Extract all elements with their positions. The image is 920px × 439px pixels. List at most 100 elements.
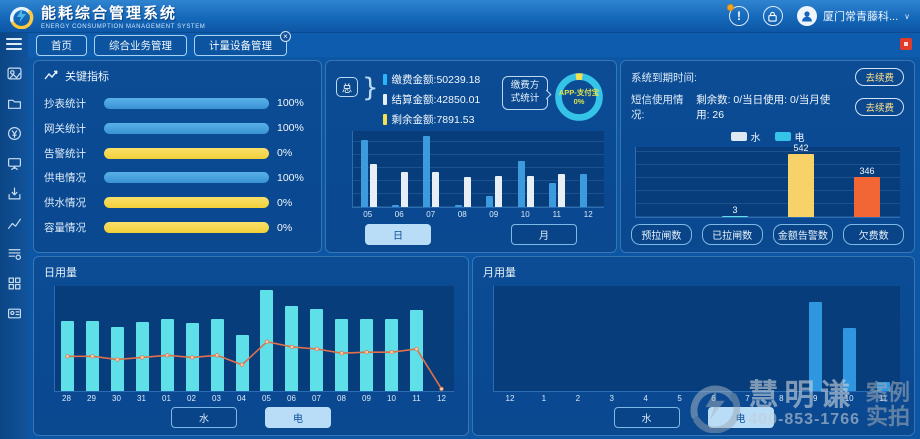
count-button-金额告警数[interactable]: 金额告警数 — [772, 224, 834, 245]
stat-marker — [382, 94, 387, 105]
lock-icon[interactable] — [762, 6, 783, 26]
count-button-已拉闸数[interactable]: 已拉闸数 — [701, 224, 763, 245]
legend-水[interactable]: 水 — [730, 129, 761, 144]
panel-title: 日用量 — [44, 267, 77, 279]
renew-button-1[interactable]: 去续费 — [855, 68, 904, 86]
indicator-label: 网关统计 — [44, 122, 86, 135]
x-tick: 08 — [337, 394, 346, 403]
app-title: 能耗综合管理系统 — [41, 5, 178, 22]
bar-slot-6 — [697, 286, 731, 391]
monthly-bar — [876, 381, 890, 391]
tab-综合业务管理[interactable]: 综合业务管理 — [94, 34, 187, 56]
bar-slot-8 — [765, 286, 799, 391]
tab-首页[interactable]: 首页 — [36, 34, 87, 56]
x-tick: 12 — [583, 210, 593, 219]
payment-bar-chart — [352, 131, 604, 208]
notification-icon[interactable]: ! — [726, 4, 749, 26]
x-tick: 09 — [362, 394, 371, 403]
x-tick: 11 — [412, 394, 421, 403]
donut-center-line2: 0% — [573, 97, 585, 106]
payment-method-donut: APP-支付宝 0% — [552, 70, 606, 124]
month-toggle-button[interactable]: 月 — [511, 224, 577, 245]
bar-缴费 — [486, 195, 494, 207]
x-tick: 09 — [489, 210, 499, 219]
tab-计量设备管理[interactable]: 计量设备管理 × — [194, 30, 291, 56]
donut-center-line1: APP-支付宝 — [558, 87, 600, 97]
legend-电[interactable]: 电 — [774, 129, 805, 144]
user-menu[interactable]: 厦门常青藤科... ∨ — [796, 6, 910, 26]
x-tick: 07 — [312, 394, 321, 403]
monitor-card-icon[interactable] — [6, 66, 22, 81]
stat-text: 结算金额:42850.01 — [391, 94, 481, 106]
bar-缴费 — [548, 183, 556, 207]
bar-slot-金额告警数: 542 — [768, 143, 834, 217]
indicator-label: 告警统计 — [44, 147, 86, 160]
bar-缴费 — [360, 140, 368, 207]
avatar — [796, 6, 817, 26]
bar-slot-欠费数: 346 — [834, 147, 900, 217]
monthly-bar — [842, 328, 856, 391]
x-tick: 3 — [609, 394, 614, 403]
bar-结算 — [557, 173, 565, 207]
bar-欠费数: 346 — [854, 166, 880, 217]
count-button-欠费数[interactable]: 欠费数 — [843, 224, 904, 245]
download-tray-icon[interactable] — [7, 186, 22, 201]
legend-label: 电 — [794, 133, 805, 144]
indicator-bar — [104, 147, 269, 159]
bar-已拉闸数: 3 — [722, 205, 748, 217]
electric-toggle-button[interactable]: 电 — [707, 407, 774, 428]
x-tick: 12 — [505, 394, 515, 403]
bar-slot-预拉闸数 — [636, 147, 702, 217]
bar-value-label: 346 — [859, 165, 875, 176]
tab-label: 首页 — [51, 39, 72, 52]
x-tick: 6 — [711, 394, 716, 403]
bar-slot-5 — [663, 286, 697, 391]
x-tick: 1 — [541, 394, 547, 403]
bar-slot-1 — [528, 286, 562, 391]
presentation-icon[interactable] — [7, 156, 22, 171]
bar-slot-7 — [731, 286, 765, 391]
day-toggle-button[interactable]: 日 — [365, 224, 431, 245]
line-chart-icon[interactable] — [7, 216, 22, 231]
x-tick: 5 — [677, 394, 682, 403]
close-all-button[interactable] — [900, 38, 912, 50]
water-toggle-button[interactable]: 水 — [613, 407, 680, 428]
indicator-bar — [104, 172, 269, 184]
renew-button-2[interactable]: 去续费 — [855, 98, 904, 116]
bar-group-05 — [353, 131, 384, 207]
list-gear-icon[interactable] — [7, 246, 22, 261]
payment-stat: 剩余金额:7891.53 — [382, 112, 498, 127]
electric-toggle-button[interactable]: 电 — [265, 407, 331, 428]
stat-text: 缴费金额:50239.18 — [391, 74, 481, 86]
bar-缴费 — [454, 204, 462, 207]
panel-title: 月用量 — [483, 267, 516, 279]
folder-icon[interactable] — [7, 96, 22, 111]
bar-slot-12 — [494, 286, 528, 391]
bar-缴费 — [517, 160, 525, 207]
legend-label: 水 — [750, 133, 761, 144]
bar-group-10 — [510, 131, 541, 207]
x-tick: 11 — [878, 394, 888, 403]
x-tick: 7 — [745, 394, 750, 403]
bar-slot-9 — [798, 286, 832, 391]
payment-x-axis: 05 06 07 08 09 10 11 12 — [352, 210, 604, 219]
indicator-value: 100% — [277, 171, 304, 184]
bar-金额告警数: 542 — [788, 143, 814, 217]
panel-system: 系统到期时间: 去续费 短信使用情况: 剩余数: 0/当日使用: 0/当月使用:… — [620, 60, 915, 253]
close-tab-icon[interactable]: × — [280, 30, 291, 42]
indicator-row: 供水情况 0% — [44, 195, 311, 210]
currency-icon[interactable] — [7, 126, 22, 141]
water-toggle-button[interactable]: 水 — [171, 407, 237, 428]
x-tick: 10 — [387, 394, 396, 403]
bar-slot-09 — [354, 286, 379, 391]
menu-icon[interactable] — [6, 38, 22, 50]
count-button-预拉闸数[interactable]: 预拉闸数 — [631, 224, 692, 245]
grid-icon[interactable] — [7, 276, 22, 291]
bar-结算 — [463, 176, 471, 207]
x-tick: 05 — [262, 394, 271, 403]
bar-group-11 — [541, 131, 572, 207]
bar-slot-10 — [379, 286, 404, 391]
id-card-icon[interactable] — [7, 306, 22, 321]
bar-缴费 — [423, 136, 431, 207]
payment-method-label: 缴费方式统计 — [502, 76, 548, 110]
